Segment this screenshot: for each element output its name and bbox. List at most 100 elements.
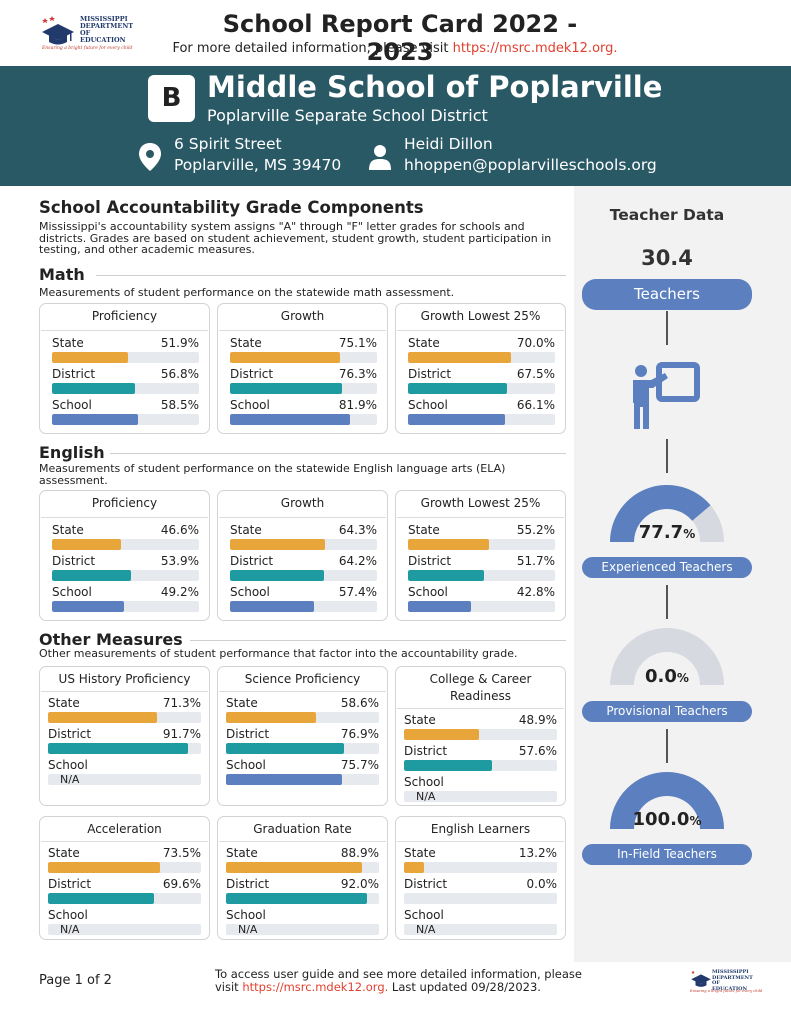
state-bar-track (230, 539, 377, 550)
district-bar-fill (408, 383, 508, 394)
location-pin-icon (139, 143, 161, 171)
school-value: 49.2% (160, 585, 199, 599)
school-value: 75.7% (340, 758, 379, 772)
infield-number: 100.0 (632, 809, 690, 830)
state-value: 58.6% (340, 696, 379, 710)
na-label: N/A (238, 924, 258, 935)
state-bar-track (404, 729, 557, 740)
district-bar-track (52, 570, 199, 581)
other-section-desc: Other measurements of student performanc… (39, 647, 518, 660)
person-icon (369, 145, 391, 170)
english-section-desc: Measurements of student performance on t… (39, 462, 506, 487)
state-label: State (404, 713, 436, 727)
state-bar-fill (52, 352, 129, 363)
experienced-gauge (610, 485, 724, 542)
school-bar-fill (408, 601, 471, 612)
contact-email[interactable]: hhoppen@poplarvilleschools.org (404, 156, 657, 174)
metric-card: Growth Lowest 25% State 70.0% District 67.5%… (395, 303, 566, 434)
district-bar-fill (408, 570, 484, 581)
mde-logo-footer: MISSISSIPPI DEPARTMENT OF EDUCATION Ensu… (690, 967, 763, 997)
school-name: Middle School of Poplarville (207, 70, 663, 104)
state-bar-fill (48, 712, 158, 723)
school-address: 6 Spirit Street Poplarville, MS 39470 (174, 134, 341, 176)
school-bar-track: N/A (404, 791, 557, 802)
district-value: 91.7% (162, 727, 201, 741)
msrc-link[interactable]: https://msrc.mdek12.org. (452, 41, 618, 56)
metric-card-title: Proficiency (91, 496, 158, 510)
school-bar-track (408, 601, 555, 612)
school-contact: Heidi Dillon hhoppen@poplarvilleschools.… (404, 134, 657, 176)
school-bar-fill (408, 414, 506, 425)
district-bar-fill (226, 743, 344, 754)
school-bar-fill (52, 601, 125, 612)
metric-card: US History Proficiency State 71.3% District… (39, 666, 210, 806)
teacher-data-panel: Teacher Data 30.4 Teachers 77.7% Experie… (574, 186, 791, 962)
metric-card: Growth State 64.3% District 64.2% School 57.4% (217, 490, 388, 621)
school-label: School (404, 908, 444, 922)
district-label: District (230, 367, 274, 381)
metric-card: Acceleration State 73.5% District 69.6% Schoo… (39, 816, 210, 940)
logo-text-line1: MISSISSIPPI (80, 15, 128, 23)
metric-card-title: Graduation Rate (253, 822, 352, 836)
state-bar-fill (230, 539, 325, 550)
metric-card-title: College & Career Readiness (429, 672, 532, 703)
metric-card-title: US History Proficiency (58, 672, 191, 686)
school-bar-track: N/A (226, 924, 379, 935)
district-bar-fill (230, 383, 343, 394)
district-bar-track (52, 383, 199, 394)
state-bar-fill (48, 862, 161, 873)
metric-card-title: Acceleration (87, 822, 162, 836)
state-bar-fill (226, 862, 363, 873)
district-label: District (226, 727, 270, 741)
experienced-value: 77.7% (574, 522, 760, 543)
section-divider (96, 275, 566, 276)
footer-msrc-link[interactable]: https://msrc.mdek12.org. (242, 979, 389, 994)
state-bar-fill (226, 712, 316, 723)
state-label: State (230, 523, 262, 537)
card-divider (41, 517, 208, 518)
district-bar-track (226, 893, 379, 904)
section-divider (190, 640, 566, 641)
gauge-track (610, 628, 724, 685)
state-bar-track (226, 862, 379, 873)
school-bar-track: N/A (404, 924, 557, 935)
logo-text-line1: MISSISSIPPI (712, 969, 749, 975)
school-bar-fill (230, 414, 351, 425)
district-bar-fill (48, 743, 189, 754)
na-label: N/A (416, 791, 436, 802)
accountability-title: School Accountability Grade Components (39, 198, 424, 217)
district-value: 76.9% (340, 727, 379, 741)
subtitle-text: For more detailed information, please vi… (172, 41, 453, 56)
district-value: 76.3% (338, 367, 377, 381)
district-bar-track (404, 760, 557, 771)
state-bar-track (404, 862, 557, 873)
infield-gauge (610, 772, 724, 829)
logo-tagline: Ensuring a bright future for every child (690, 989, 763, 993)
report-title: School Report Card 2022 - 2023 (222, 10, 578, 66)
state-value: 46.6% (160, 523, 199, 537)
state-value: 71.3% (162, 696, 201, 710)
school-value: 58.5% (160, 398, 199, 412)
metric-card: College & Career Readiness State 48.9% Dist… (395, 666, 566, 806)
school-bar-track (52, 601, 199, 612)
school-bar-track: N/A (48, 924, 201, 935)
state-bar-track (48, 712, 201, 723)
state-label: State (408, 523, 440, 537)
na-label: N/A (416, 924, 436, 935)
section-divider (110, 453, 566, 454)
state-bar-track (226, 712, 379, 723)
state-bar-fill (404, 729, 479, 740)
metric-card: Science Proficiency State 58.6% District 76.… (217, 666, 388, 806)
state-value: 51.9% (160, 336, 199, 350)
logo-text-line3: EDUCATION (80, 36, 126, 44)
state-bar-fill (408, 539, 490, 550)
district-value: 56.8% (160, 367, 199, 381)
card-divider (41, 841, 208, 842)
state-value: 64.3% (338, 523, 377, 537)
gauge-fill (610, 772, 724, 829)
school-bar-track (230, 414, 377, 425)
metric-card: Proficiency State 46.6% District 53.9% School… (39, 490, 210, 621)
metric-card-title: Growth Lowest 25% (420, 496, 541, 510)
state-label: State (52, 523, 84, 537)
logo-text-line3: EDUCATION (712, 985, 748, 992)
